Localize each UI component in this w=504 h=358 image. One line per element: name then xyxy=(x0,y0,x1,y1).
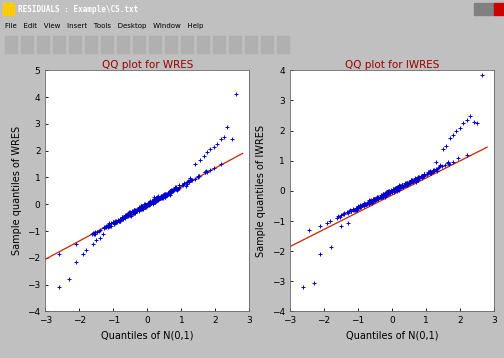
Y-axis label: Sample quantiles of WRES: Sample quantiles of WRES xyxy=(12,126,22,256)
Bar xyxy=(37,36,50,54)
X-axis label: Quantiles of N(0,1): Quantiles of N(0,1) xyxy=(101,331,194,341)
Bar xyxy=(101,36,114,54)
Bar xyxy=(484,3,493,15)
Bar xyxy=(181,36,194,54)
Bar xyxy=(229,36,242,54)
Title: QQ plot for IWRES: QQ plot for IWRES xyxy=(345,59,439,69)
Bar xyxy=(213,36,226,54)
Bar xyxy=(5,36,18,54)
Bar xyxy=(261,36,274,54)
X-axis label: Quantiles of N(0,1): Quantiles of N(0,1) xyxy=(346,331,438,341)
Bar xyxy=(21,36,34,54)
Bar xyxy=(69,36,82,54)
Bar xyxy=(474,3,483,15)
Bar xyxy=(245,36,258,54)
Text: RESIDUALS : Example\CS.txt: RESIDUALS : Example\CS.txt xyxy=(18,5,138,14)
Bar xyxy=(197,36,210,54)
Bar xyxy=(133,36,146,54)
Bar xyxy=(85,36,98,54)
Bar xyxy=(117,36,130,54)
Bar xyxy=(149,36,162,54)
Bar xyxy=(494,3,503,15)
Bar xyxy=(3,3,14,15)
Bar xyxy=(53,36,66,54)
Bar xyxy=(277,36,290,54)
Text: File   Edit   View   Insert   Tools   Desktop   Window   Help: File Edit View Insert Tools Desktop Wind… xyxy=(5,23,204,29)
Y-axis label: Sample quantiles of IWRES: Sample quantiles of IWRES xyxy=(256,125,266,257)
Bar xyxy=(165,36,178,54)
Title: QQ plot for WRES: QQ plot for WRES xyxy=(102,59,193,69)
